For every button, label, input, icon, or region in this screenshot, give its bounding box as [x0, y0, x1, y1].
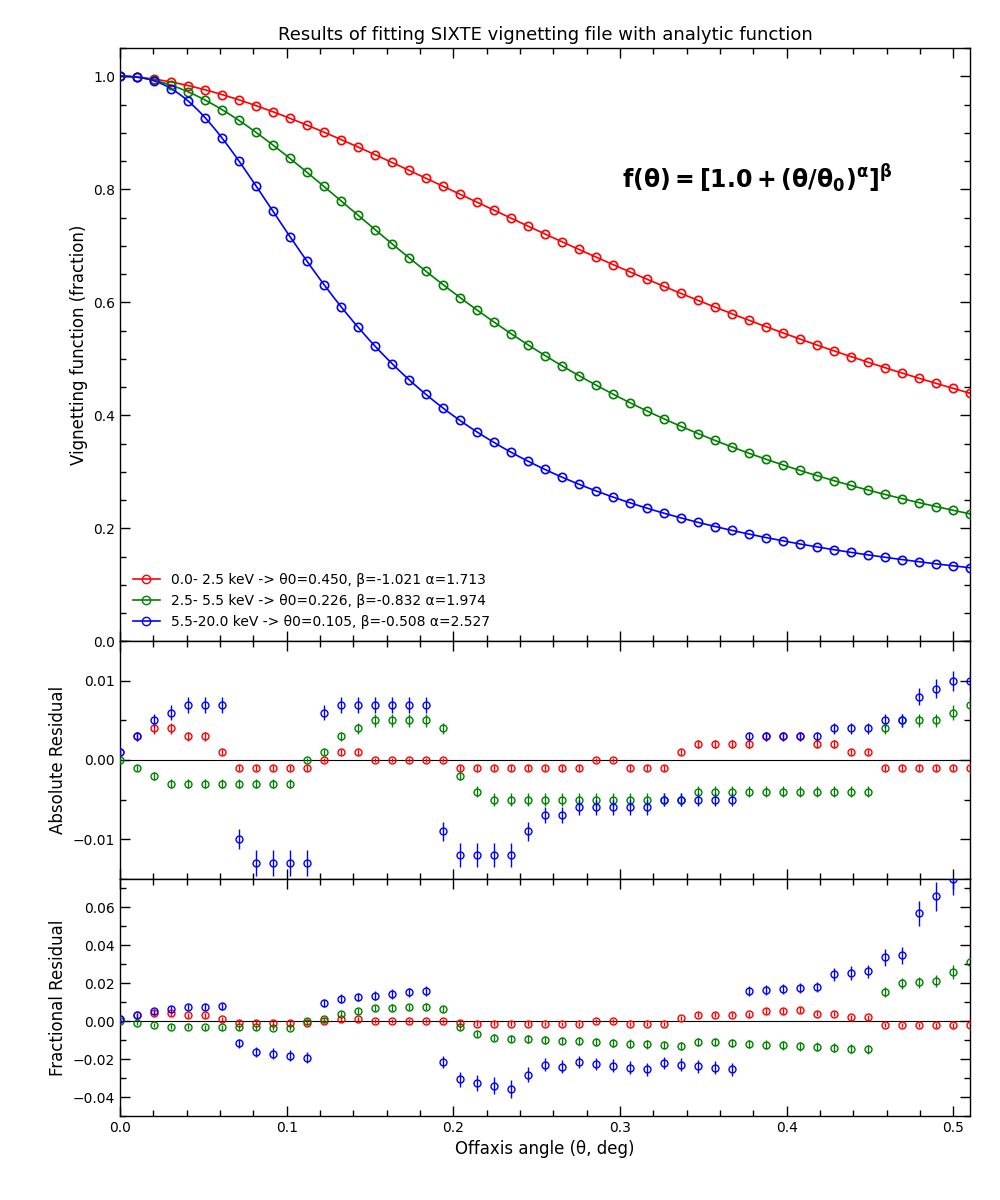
Text: $\mathbf{f(\theta) = [1.0 + (\theta/\theta_0)^\alpha]^\beta}$: $\mathbf{f(\theta) = [1.0 + (\theta/\the… — [622, 162, 893, 194]
Y-axis label: Fractional Residual: Fractional Residual — [49, 919, 67, 1075]
Legend: 0.0- 2.5 keV -> θ0=0.450, β=-1.021 α=1.713, 2.5- 5.5 keV -> θ0=0.226, β=-0.832 α: 0.0- 2.5 keV -> θ0=0.450, β=-1.021 α=1.7… — [127, 568, 496, 635]
Y-axis label: Vignetting function (fraction): Vignetting function (fraction) — [70, 224, 88, 464]
Title: Results of fitting SIXTE vignetting file with analytic function: Results of fitting SIXTE vignetting file… — [278, 25, 812, 43]
Y-axis label: Absolute Residual: Absolute Residual — [49, 686, 67, 834]
X-axis label: Offaxis angle (θ, deg): Offaxis angle (θ, deg) — [455, 1140, 635, 1158]
